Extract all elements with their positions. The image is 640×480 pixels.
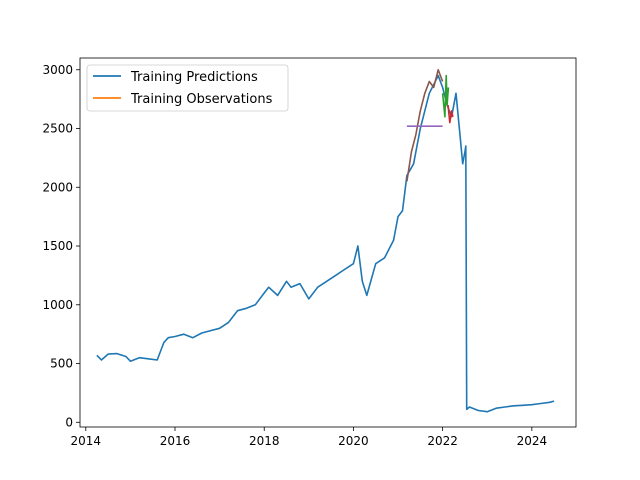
series-line-3 [441, 74, 450, 118]
x-tick-label: 2018 [249, 434, 280, 448]
legend-label: Training Predictions [130, 70, 258, 85]
y-tick-label: 2000 [42, 180, 73, 194]
axes-layer: 2014 2016 2018 2020 2022 2024 0 500 1000 1500 2000… [42, 57, 577, 448]
y-tick-label: 3000 [42, 63, 73, 77]
x-tick-label: 2020 [338, 434, 369, 448]
x-tick-label: 2014 [71, 434, 102, 448]
plot-frame [79, 57, 577, 428]
legend: Training Predictions Training Observation… [86, 64, 289, 112]
y-tick-label: 1500 [42, 239, 73, 253]
series-line-4 [447, 104, 454, 124]
y-tick-label: 1000 [42, 298, 73, 312]
y-tick-label: 500 [50, 357, 73, 371]
series-line-0 [96, 74, 555, 413]
y-tick-label: 0 [65, 415, 73, 429]
x-tick-label: 2016 [160, 434, 191, 448]
x-tick-label: 2024 [517, 434, 548, 448]
legend-box [86, 64, 289, 112]
series-layer [96, 69, 555, 413]
series-line-1 [406, 69, 444, 182]
legend-label: Training Observations [130, 92, 273, 107]
y-tick-label: 2500 [42, 122, 73, 136]
x-tick-label: 2022 [427, 434, 458, 448]
